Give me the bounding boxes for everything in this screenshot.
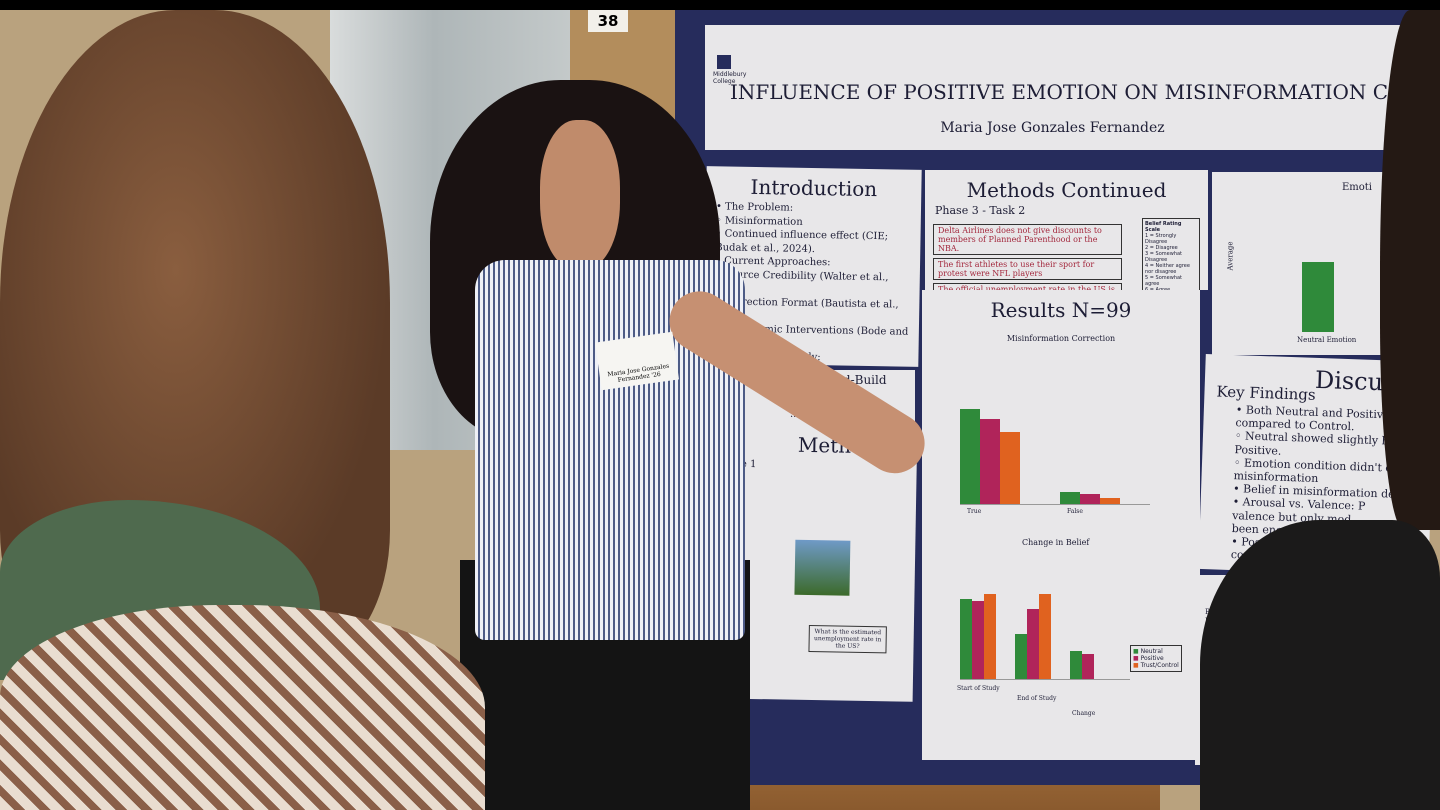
bar-neutral <box>1302 262 1334 332</box>
x-label: Start of Study <box>957 685 1000 692</box>
college-logo: Middlebury College <box>713 55 746 85</box>
bar <box>1060 492 1080 504</box>
emotion-x-label: Neutral Emotion <box>1297 336 1357 344</box>
chart2 <box>960 580 1130 680</box>
chart1 <box>960 390 1150 505</box>
emotion-chart-title: Emoti <box>1341 182 1373 193</box>
text-line: 5 = Somewhat agree <box>1145 275 1183 287</box>
presenter-face <box>540 120 620 270</box>
chart1-title: Misinformation Correction <box>1006 334 1116 343</box>
bar <box>1080 494 1100 504</box>
bar <box>1100 498 1120 504</box>
belief-scale: Belief Rating Scale 1 = Strongly Disagree… <box>1142 218 1200 290</box>
bar <box>1082 654 1094 679</box>
bar <box>960 599 972 679</box>
x-label: True <box>967 508 982 515</box>
phase-label: Phase 3 - Task 2 <box>935 204 1026 217</box>
bar <box>1027 609 1039 679</box>
viewer-right-shoulder <box>1200 520 1440 810</box>
text-line: 4 = Neither agree nor disagree <box>1145 263 1190 275</box>
x-label: End of Study <box>1017 695 1057 702</box>
text-line: 2 = Disagree <box>1145 245 1178 251</box>
emotion-chart-panel: Emoti Average Neutral Emotion <box>1212 172 1402 355</box>
bar <box>972 601 984 679</box>
methods-continued-panel: Methods Continued Phase 3 - Task 2 Delta… <box>925 170 1208 290</box>
bar <box>984 594 996 679</box>
stimulus-image <box>794 539 851 596</box>
text-line: 3 = Somewhat Disagree <box>1145 251 1183 263</box>
text-line: 6 = Agree <box>1145 287 1171 290</box>
booth-number: 38 <box>588 10 628 32</box>
text-line: Delta Airlines does not give discounts t… <box>933 223 1122 255</box>
text-line: 1 = Strongly Disagree <box>1145 233 1177 245</box>
bar <box>980 419 1000 504</box>
text-line: ◦ Continued influence effect (CIE; Budak… <box>715 228 889 255</box>
methods-continued-heading: Methods Continued <box>966 178 1167 202</box>
viewer-right-hair <box>1380 10 1440 530</box>
x-label: False <box>1067 508 1083 515</box>
legend: ■ Neutral ■ Positive ■ Trust/Control <box>1130 645 1182 672</box>
letterbox-bar <box>0 0 1440 10</box>
poster-title: INFLUENCE OF POSITIVE EMOTION ON MISINFO… <box>730 80 1389 104</box>
methods-question: What is the estimated unemployment rate … <box>808 624 887 654</box>
bar <box>1070 651 1082 679</box>
poster-author: Maria Jose Gonzales Fernandez <box>940 120 1165 136</box>
bar <box>960 409 980 504</box>
emotion-chart-ylabel: Average <box>1226 241 1235 271</box>
bar <box>1000 432 1020 504</box>
chart2-title: Change in Belief <box>1022 538 1090 547</box>
results-panel: Results N=99 Misinformation Correction T… <box>922 290 1200 760</box>
bar <box>1039 594 1051 679</box>
bar <box>1015 634 1027 679</box>
title-panel: Middlebury College INFLUENCE OF POSITIVE… <box>705 25 1400 150</box>
text-line: The official unemployment rate in the US… <box>933 282 1122 290</box>
text-line: The first athletes to use their sport fo… <box>933 257 1122 280</box>
results-heading: Results N=99 <box>990 298 1132 322</box>
x-label: Change <box>1072 710 1096 717</box>
viewer-left-houndstooth <box>0 605 485 810</box>
